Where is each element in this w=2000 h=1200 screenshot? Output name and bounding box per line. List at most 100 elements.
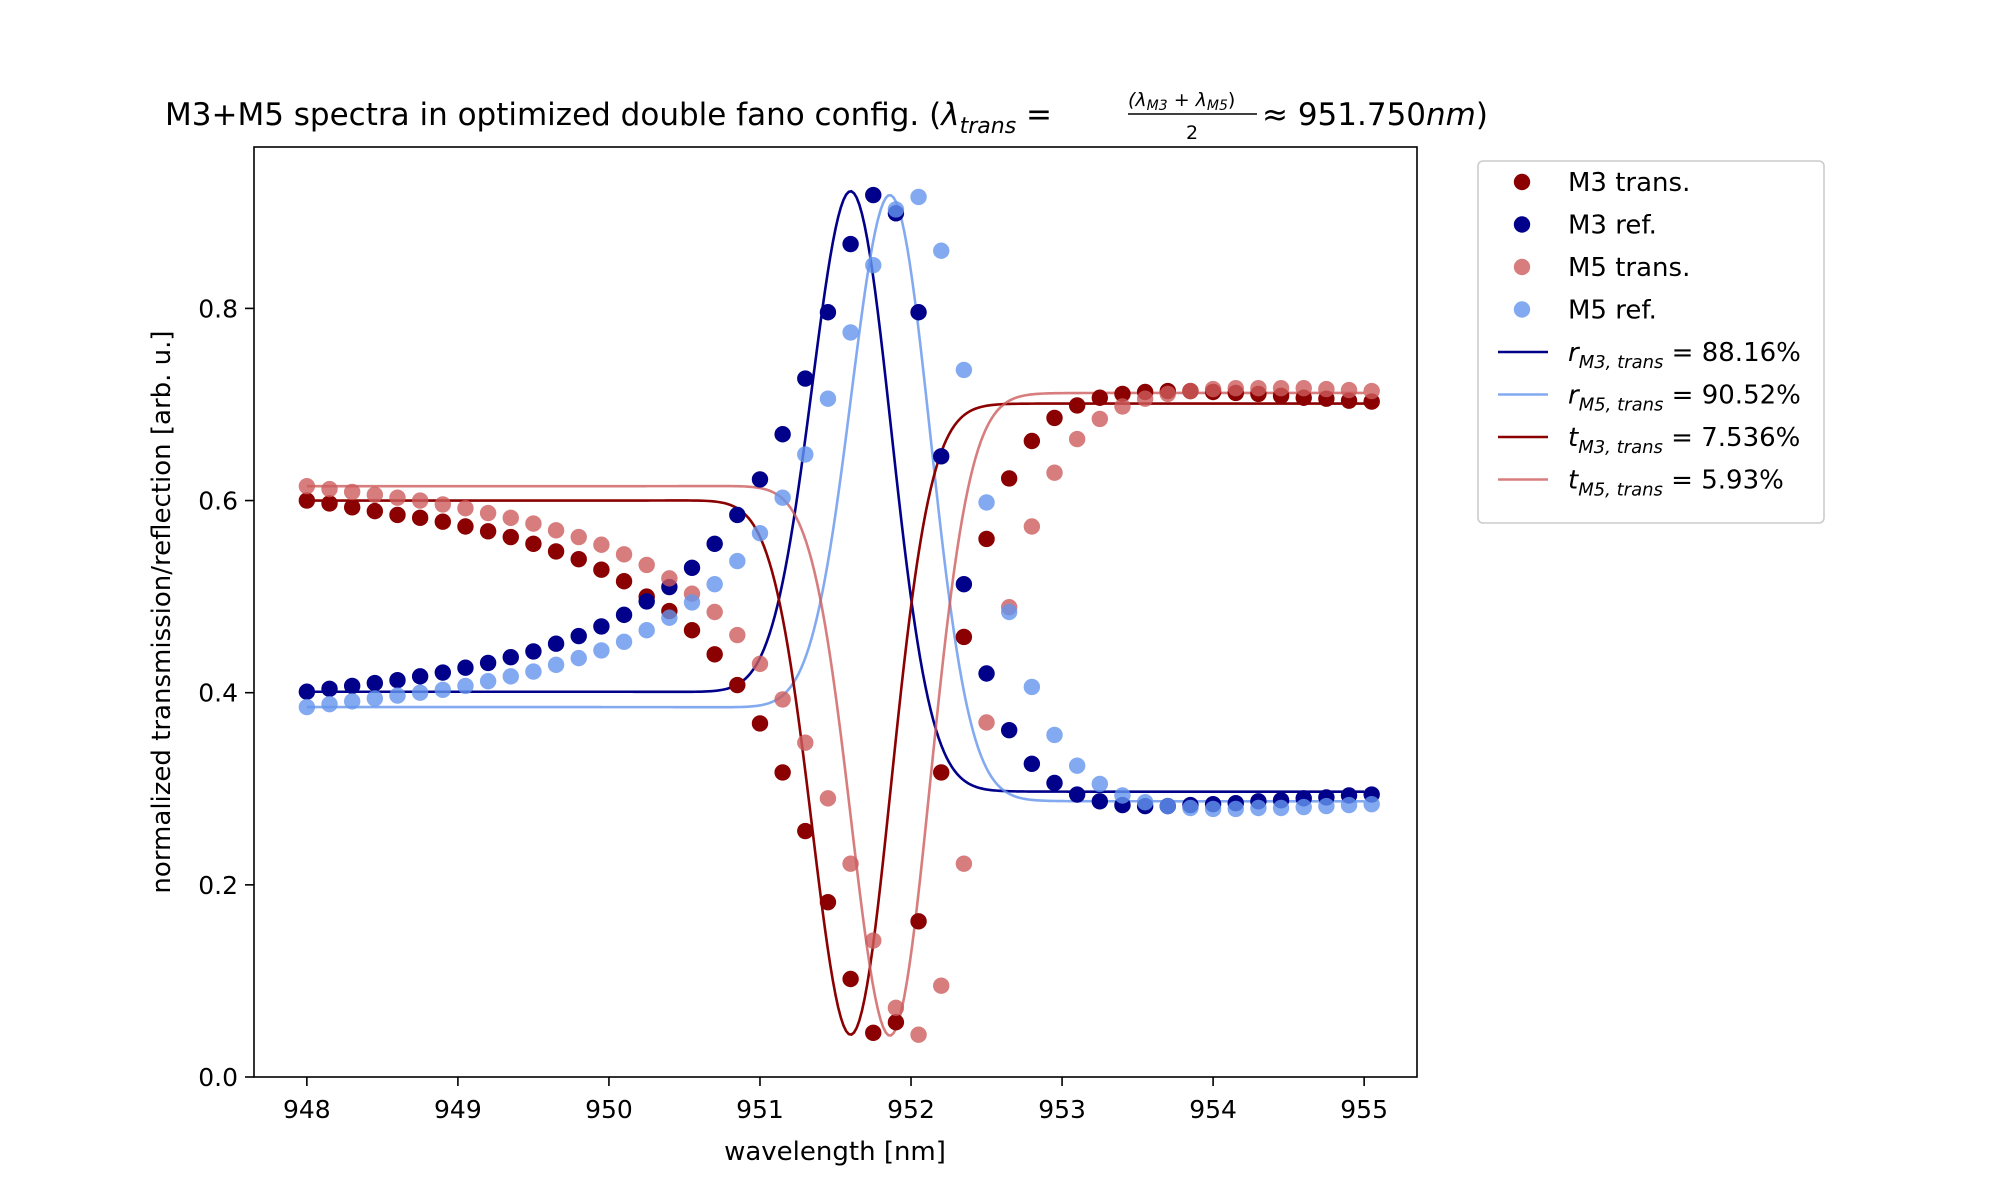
point-s3-12	[547, 522, 565, 539]
legend-label-2: M3 ref.	[1568, 211, 1657, 241]
point-s4-25	[842, 324, 859, 341]
point-s3-39	[1159, 385, 1176, 403]
point-s3-33	[1023, 518, 1041, 535]
point-s1-19	[706, 646, 723, 663]
legend-label-4: M5 ref.	[1568, 296, 1657, 326]
point-s3-7	[434, 496, 451, 513]
point-s4-24	[819, 390, 837, 407]
point-s3-10	[502, 509, 519, 527]
point-s4-19	[706, 575, 723, 593]
legend-marker-1	[1513, 173, 1531, 191]
point-s4-47	[1340, 796, 1358, 814]
point-s2-9	[479, 654, 497, 672]
point-s1-20	[729, 676, 746, 694]
point-s3-16	[638, 556, 655, 574]
point-s2-29	[933, 448, 950, 465]
point-s4-9	[479, 672, 497, 690]
chart-title: M3+M5 spectra in optimized double fano c…	[165, 89, 1488, 144]
point-s3-40	[1182, 382, 1199, 400]
point-s3-19	[706, 603, 723, 621]
data-points	[298, 186, 1380, 1043]
point-s3-11	[525, 515, 542, 532]
point-s4-39	[1159, 797, 1176, 815]
title-approx: ≈ 951.750	[1262, 97, 1426, 133]
legend-marker-3	[1513, 258, 1531, 276]
legend-marker-2	[1513, 216, 1531, 233]
point-s3-2	[321, 480, 338, 498]
point-s4-21	[751, 525, 769, 542]
point-s4-29	[933, 242, 950, 259]
point-s2-7	[434, 664, 451, 681]
point-s3-20	[729, 626, 746, 644]
point-s4-28	[910, 188, 927, 206]
point-s2-26	[865, 186, 882, 204]
point-s4-6	[411, 684, 429, 701]
point-s1-9	[479, 523, 497, 540]
point-s2-2	[321, 680, 338, 698]
point-s1-31	[978, 530, 995, 548]
x-tick-label: 952	[887, 1095, 935, 1124]
y-tick-label: 0.4	[198, 679, 238, 708]
point-s1-26	[865, 1024, 882, 1042]
point-s4-14	[593, 642, 610, 659]
point-s4-17	[661, 609, 678, 626]
point-s4-13	[570, 649, 587, 667]
point-s4-12	[547, 656, 565, 674]
point-s4-7	[434, 681, 451, 699]
point-s3-41	[1204, 380, 1222, 398]
svg-text:(λM3 + λM5): (λM3 + λM5)	[1128, 89, 1235, 114]
point-s1-2	[321, 495, 338, 512]
point-s4-5	[389, 687, 406, 704]
point-s1-37	[1114, 385, 1131, 403]
point-s1-11	[525, 535, 542, 552]
point-s1-21	[751, 715, 769, 732]
point-s1-8	[457, 518, 474, 535]
point-s4-32	[1000, 603, 1018, 621]
y-tick-label: 0.6	[198, 487, 238, 516]
title-num-close: )	[1228, 89, 1235, 111]
y-axis-ticks: 0.0 0.2 0.4 0.6 0.8	[198, 294, 254, 1092]
point-s2-13	[570, 627, 587, 645]
point-s4-15	[615, 633, 633, 650]
x-tick-label: 953	[1038, 1095, 1086, 1124]
x-tick-label: 948	[283, 1095, 331, 1124]
point-s4-38	[1136, 794, 1154, 811]
point-s1-23	[797, 822, 814, 840]
x-tick-label: 951	[736, 1095, 784, 1124]
point-s3-6	[411, 492, 429, 509]
point-s2-3	[343, 677, 361, 695]
point-s4-42	[1227, 800, 1244, 818]
point-s3-46	[1318, 380, 1335, 398]
point-s4-10	[502, 668, 519, 685]
point-s3-35	[1068, 430, 1086, 448]
point-s1-36	[1091, 389, 1109, 406]
point-s4-40	[1182, 799, 1199, 817]
point-s1-13	[570, 550, 587, 568]
point-s2-15	[615, 606, 633, 624]
point-s1-6	[411, 509, 429, 527]
point-s1-14	[593, 561, 610, 578]
title-num-sub1: M3	[1147, 98, 1168, 114]
point-s4-37	[1114, 787, 1131, 804]
point-s3-21	[751, 655, 769, 673]
point-s4-3	[343, 693, 361, 710]
point-s1-5	[389, 506, 406, 524]
point-s2-30	[955, 575, 973, 593]
point-s3-4	[366, 486, 384, 503]
y-tick-label: 0.0	[198, 1063, 238, 1092]
title-equals: =	[1016, 97, 1052, 133]
x-tick-label: 955	[1340, 1095, 1388, 1124]
point-s3-23	[797, 734, 814, 751]
point-s3-8	[457, 500, 474, 517]
point-s2-28	[910, 304, 927, 321]
point-s4-41	[1204, 800, 1222, 818]
point-s3-3	[343, 483, 361, 501]
point-s3-36	[1091, 410, 1109, 428]
point-s3-34	[1046, 464, 1063, 481]
point-s3-14	[593, 536, 610, 553]
point-s4-36	[1091, 775, 1109, 793]
point-s2-24	[819, 304, 837, 321]
point-s2-32	[1000, 721, 1018, 739]
point-s3-24	[819, 790, 837, 807]
